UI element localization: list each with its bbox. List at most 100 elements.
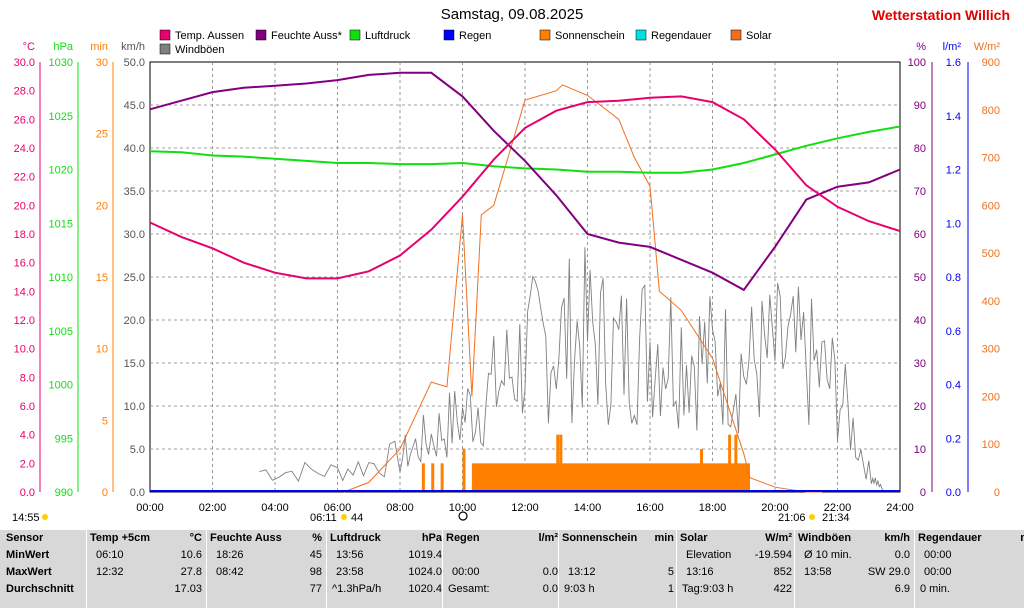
tick-label-rain: 0.4	[946, 380, 961, 392]
x-tick-label: 00:00	[136, 502, 164, 514]
min-time: 00:00	[924, 549, 952, 561]
tick-label-solar: 700	[982, 153, 1000, 165]
legend-swatch	[159, 29, 171, 41]
column-unit: hPa	[421, 532, 442, 544]
tick-label-temp: 30.0	[14, 57, 35, 69]
sunrise-extra: 44	[351, 512, 363, 524]
tick-label-rain: 0.0	[946, 487, 961, 499]
max-time: 13:12	[568, 566, 596, 578]
tick-label-sunshine: 0	[102, 487, 108, 499]
station-name: Wetterstation Willich	[871, 7, 1010, 23]
x-tick-label: 24:00	[886, 502, 914, 514]
axis-unit-humidity: %	[916, 41, 926, 53]
tick-label-solar: 200	[982, 391, 1000, 403]
axis-unit-rain: l/m²	[943, 41, 962, 53]
tick-label-solar: 400	[982, 296, 1000, 308]
tick-label-temp: 6.0	[20, 401, 35, 413]
tick-label-wind: 25.0	[124, 272, 145, 284]
x-tick-label: 06:00	[324, 502, 352, 514]
legend-label: Sonnenschein	[555, 30, 625, 42]
sun-icon	[809, 514, 815, 520]
legend-label: Temp. Aussen	[175, 30, 244, 42]
avg-value: 6.9	[894, 583, 910, 595]
legend-swatch	[255, 29, 267, 41]
sunshine-bar	[559, 434, 563, 492]
min-time: Ø 10 min.	[804, 549, 852, 561]
chart-title: Samstag, 09.08.2025	[440, 6, 584, 23]
tick-label-sunshine: 20	[96, 200, 108, 212]
min-time: 13:56	[336, 549, 364, 561]
tick-label-pressure: 995	[55, 433, 73, 445]
legend-label: Luftdruck	[365, 30, 411, 42]
row-label: Durchschnitt	[6, 583, 74, 595]
sunshine-bar	[471, 463, 750, 492]
tick-label-wind: 0.0	[130, 487, 145, 499]
max-time: 23:58	[336, 566, 364, 578]
tick-label-pressure: 1005	[49, 326, 73, 338]
column-unit: °C	[189, 532, 202, 544]
sunshine-bar	[728, 434, 732, 492]
series-line-luftdruck	[149, 125, 901, 174]
max-value: 852	[773, 566, 792, 578]
legend-swatch	[349, 29, 361, 41]
sunshine-bar	[440, 463, 444, 492]
stats-table: Sensor Temp +5cm °C Feuchte Auss% Luftdruck h…	[0, 530, 1024, 608]
max-value: 27.8	[180, 566, 202, 578]
avg-value: 1020.4	[408, 583, 442, 595]
legend-label: Regendauer	[651, 30, 712, 42]
max-value: 1024.0	[408, 566, 442, 578]
tick-label-pressure: 990	[55, 487, 73, 499]
tick-label-humidity: 100	[908, 57, 926, 69]
tick-label-humidity: 90	[914, 100, 926, 112]
table-separator	[86, 530, 87, 608]
tick-label-temp: 26.0	[14, 114, 35, 126]
tick-label-rain: 0.6	[946, 326, 961, 338]
tick-label-humidity: 0	[920, 487, 926, 499]
tick-label-humidity: 80	[914, 143, 926, 155]
tick-label-temp: 12.0	[14, 315, 35, 327]
tick-label-temp: 4.0	[20, 430, 35, 442]
min-value: 10.6	[180, 549, 202, 561]
column-title: Feuchte Auss	[210, 532, 282, 544]
sunshine-bar	[462, 449, 466, 492]
sunshine-bar	[431, 463, 435, 492]
tick-label-temp: 10.0	[14, 344, 35, 356]
tick-label-pressure: 1010	[49, 272, 73, 284]
x-tick-label: 02:00	[199, 502, 227, 514]
tick-label-temp: 16.0	[14, 258, 35, 270]
table-separator	[914, 530, 915, 608]
sunset-extra: 21:34	[822, 512, 850, 524]
tick-label-sunshine: 15	[96, 272, 108, 284]
tick-label-temp: 0.0	[20, 487, 35, 499]
column-title: Windböen	[798, 532, 852, 544]
tick-label-temp: 20.0	[14, 200, 35, 212]
sunrise-time: 06:11	[310, 512, 337, 524]
column-title: Temp +5cm	[90, 532, 151, 544]
avg-value: 17.03	[174, 583, 202, 595]
column-unit: W/m²	[765, 532, 792, 544]
tick-label-temp: 24.0	[14, 143, 35, 155]
series-line-feuchte	[149, 71, 901, 292]
column-unit: km/h	[884, 532, 910, 544]
tick-label-pressure: 1030	[49, 57, 73, 69]
max-value: 98	[309, 566, 322, 578]
tick-label-humidity: 10	[914, 444, 926, 456]
tick-label-humidity: 30	[914, 358, 926, 370]
tick-label-wind: 10.0	[124, 401, 145, 413]
legend-label: Solar	[746, 30, 772, 42]
tick-label-rain: 0.8	[946, 272, 961, 284]
column-unit: min	[654, 532, 674, 544]
min-value: -19.594	[754, 549, 792, 561]
column-title: Regen	[446, 532, 480, 544]
avg-label: ^1.3hPa/h	[332, 583, 382, 595]
tick-label-pressure: 1020	[49, 165, 73, 177]
tick-label-pressure: 1015	[49, 218, 73, 230]
table-separator	[442, 530, 443, 608]
column-title: Solar	[680, 532, 708, 544]
tick-label-temp: 28.0	[14, 86, 35, 98]
column-title: Sonnenschein	[562, 532, 638, 544]
legend-label: Windböen	[175, 44, 225, 56]
table-separator	[206, 530, 207, 608]
table-row-min: MinWert 06:10 10.6 18:26 45 13:56 1019.4 Elevat…	[0, 549, 1024, 563]
series-line-windboeen	[259, 247, 884, 491]
